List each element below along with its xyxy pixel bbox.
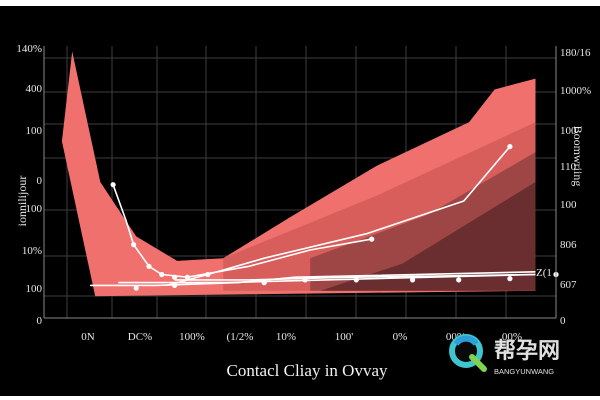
y-tick-left-3: 0 [37, 175, 43, 187]
y-tick-left-6: 100 [26, 283, 43, 295]
y-tick-right-2: 100 [560, 125, 577, 137]
right-axis-label: Boomwriing [571, 126, 585, 187]
data-point-1 [131, 242, 137, 248]
watermark-sub: BANGYUNWANG [494, 367, 554, 376]
chart-frame: 140% 400 100 0 100 10% 100 0 180/16 1000% 100 110 1… [0, 6, 600, 396]
data-point-15 [456, 277, 462, 283]
data-point-11 [261, 280, 267, 286]
y-tick-left-2: 100 [26, 125, 43, 137]
y-tick-right-6: 607 [560, 279, 577, 291]
x-tick-6: 0% [393, 331, 408, 343]
chart-title: Contacl Cliay in Ovvay [226, 361, 388, 380]
data-point-0 [110, 182, 116, 188]
right-tick-labels: 180/16 1000% 100 110 100 806 607 0 [560, 47, 591, 327]
y-tick-right-1: 1000% [560, 85, 591, 97]
y-tick-right-3: 110 [560, 161, 577, 173]
x-tick-2: 100% [179, 331, 205, 343]
y-tick-left-4: 100 [26, 203, 43, 215]
data-point-14 [410, 277, 416, 283]
y-tick-right-4: 100 [560, 199, 577, 211]
data-point-3 [159, 271, 165, 278]
series-line-2 [90, 271, 536, 287]
data-point-13 [353, 277, 359, 283]
watermark-name: 帮孕网 [494, 338, 560, 363]
data-point-4 [172, 274, 178, 280]
x-tick-0: 0N [81, 331, 95, 343]
y-tick-right-5: 806 [560, 239, 577, 251]
data-point-12 [302, 277, 308, 283]
y-tick-left-7: 0 [37, 315, 43, 327]
data-point-9 [133, 285, 139, 291]
data-markers [110, 144, 559, 291]
data-point-6 [205, 271, 211, 278]
data-point-7 [369, 236, 375, 242]
area-band-3 [320, 182, 536, 291]
y-tick-left-1: 400 [26, 83, 43, 95]
data-point-16 [507, 276, 513, 282]
x-tick-5: 100' [335, 331, 354, 343]
series-line-1 [174, 273, 536, 281]
x-tick-8: 00% [502, 331, 522, 343]
watermark-logo-icon [449, 334, 487, 372]
axes [43, 46, 557, 319]
series-line-3 [166, 146, 511, 287]
data-point-8 [507, 144, 513, 150]
left-tick-labels: 140% 400 100 0 100 10% 100 0 [16, 43, 42, 327]
data-point-5 [184, 274, 190, 280]
area-series [61, 51, 536, 297]
data-point-2 [146, 263, 152, 269]
annotation-label: Z(1 [536, 267, 552, 279]
x-tick-labels: 0N DC% 100% (1/2% 10% 100' 0% 00% 00% [81, 331, 522, 343]
left-axis-label: ionnilijour [15, 176, 29, 227]
y-tick-right-7: 0 [560, 315, 566, 327]
watermark: 帮孕网 BANGYUNWANG [449, 334, 560, 376]
y-tick-left-5: 10% [22, 245, 42, 257]
x-tick-3: (1/2% [227, 331, 254, 343]
y-tick-right-0: 180/16 [560, 47, 591, 59]
data-point-10 [172, 282, 178, 288]
y-tick-left-0: 140% [16, 43, 42, 55]
x-tick-4: 10% [276, 331, 296, 343]
x-tick-1: DC% [128, 331, 152, 343]
